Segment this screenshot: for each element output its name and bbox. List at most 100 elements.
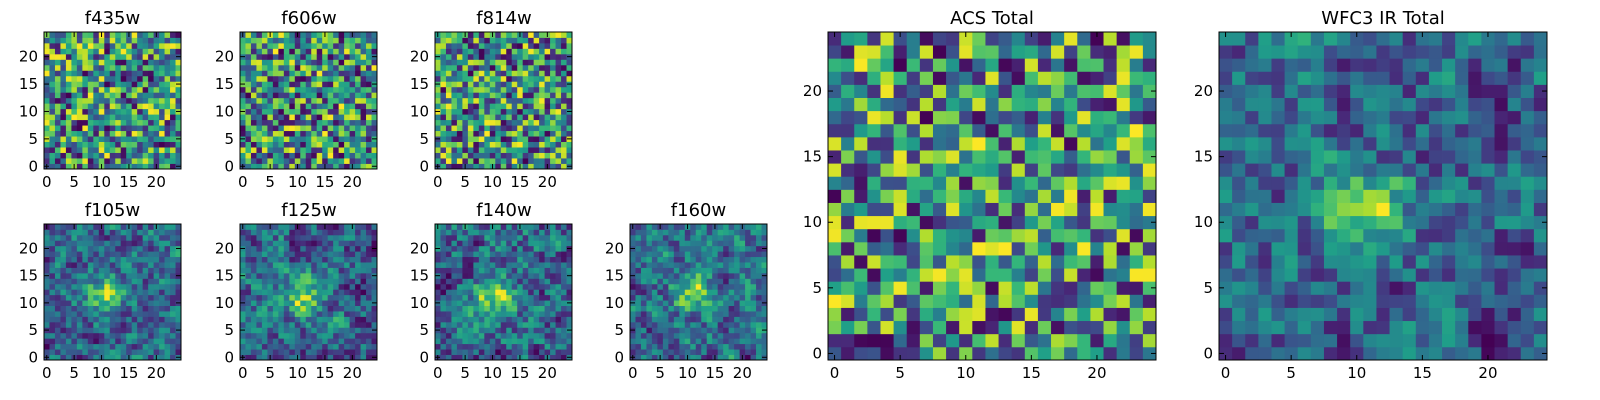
heatmap-cell — [333, 234, 340, 241]
heatmap-cell — [539, 316, 545, 323]
heatmap-cell — [272, 92, 279, 99]
heatmap-cell — [528, 130, 535, 137]
heatmap-cell — [240, 152, 246, 159]
heatmap-cell — [316, 75, 323, 82]
heatmap-cell — [473, 92, 480, 99]
heatmap-cell — [131, 81, 138, 88]
heatmap-cell — [261, 251, 268, 258]
heatmap-cell — [761, 240, 768, 247]
heatmap-cell — [366, 119, 372, 126]
heatmap-cell — [344, 53, 350, 60]
heatmap-cell — [294, 97, 301, 104]
heatmap-cell — [690, 251, 697, 258]
x-tick-label: 10 — [92, 173, 111, 191]
heatmap-cell — [137, 97, 144, 104]
heatmap-cell — [120, 354, 127, 361]
heatmap-cell — [366, 354, 372, 361]
heatmap-cell — [932, 346, 947, 361]
heatmap-cell — [932, 176, 947, 190]
heatmap-cell — [555, 163, 562, 170]
heatmap-cell — [462, 294, 469, 301]
heatmap-cell — [880, 163, 894, 177]
heatmap-cell — [462, 234, 469, 241]
heatmap-cell — [761, 267, 768, 274]
heatmap-cell — [544, 289, 551, 296]
heatmap-cell — [500, 59, 507, 66]
heatmap-cell — [120, 278, 127, 285]
heatmap-cell — [360, 103, 367, 110]
heatmap-cell — [517, 92, 524, 99]
heatmap-cell — [126, 59, 133, 66]
heatmap-cell — [289, 53, 296, 60]
heatmap-cell — [451, 130, 458, 137]
heatmap-cell — [109, 224, 116, 230]
heatmap-cell — [673, 229, 680, 236]
heatmap-cell — [728, 256, 735, 263]
heatmap-cell — [646, 262, 653, 268]
heatmap-cell — [283, 81, 290, 88]
heatmap-cell — [261, 92, 268, 99]
heatmap-cell — [311, 119, 318, 126]
heatmap-cell — [506, 321, 513, 328]
heatmap-cell — [854, 307, 868, 322]
heatmap-cell — [1090, 320, 1104, 335]
heatmap-cell — [544, 70, 551, 77]
heatmap-cell — [245, 48, 252, 55]
heatmap-cell — [745, 256, 751, 263]
heatmap-cell — [338, 152, 345, 159]
heatmap-cell — [723, 349, 730, 355]
heatmap-cell — [522, 114, 529, 121]
heatmap-cell — [338, 163, 345, 170]
heatmap-cell — [517, 311, 524, 317]
heatmap-cell — [985, 241, 999, 256]
heatmap-cell — [662, 278, 669, 285]
y-tick-label: 10 — [19, 294, 38, 312]
heatmap-cell — [98, 311, 105, 317]
heatmap-cell — [440, 229, 447, 236]
heatmap-cell — [371, 97, 378, 104]
heatmap-cell — [65, 321, 72, 328]
heatmap-cell — [371, 119, 378, 126]
heatmap-cell — [175, 305, 182, 312]
heatmap-cell — [723, 294, 730, 301]
heatmap-cell — [561, 256, 567, 263]
heatmap-cell — [539, 224, 545, 230]
heatmap-cell — [706, 343, 713, 350]
heatmap-cell — [272, 136, 279, 142]
heatmap-cell — [71, 294, 78, 301]
heatmap-cell — [76, 86, 83, 93]
heatmap-cell — [137, 92, 144, 99]
heatmap-cell — [506, 114, 513, 121]
heatmap-cell — [646, 272, 653, 279]
heatmap-cell — [316, 81, 323, 88]
heatmap-cell — [256, 332, 263, 339]
heatmap-cell — [322, 256, 329, 263]
heatmap-cell — [750, 272, 757, 279]
heatmap-cell — [495, 152, 502, 159]
heatmap-cell — [728, 311, 735, 317]
heatmap-cell — [170, 48, 176, 55]
heatmap-cell — [250, 70, 257, 77]
heatmap-cell — [175, 283, 182, 290]
heatmap-cell — [1011, 189, 1026, 203]
heatmap-cell — [701, 349, 708, 355]
heatmap-cell — [473, 300, 480, 306]
heatmap-cell — [240, 64, 246, 71]
heatmap-cell — [316, 267, 323, 274]
heatmap-cell — [278, 278, 285, 285]
heatmap-cell — [522, 349, 529, 355]
heatmap-cell — [305, 262, 312, 268]
heatmap-cell — [728, 278, 735, 285]
heatmap-cell — [148, 224, 154, 230]
heatmap-cell — [98, 119, 105, 126]
heatmap-cell — [82, 114, 89, 121]
heatmap-cell — [478, 327, 485, 334]
heatmap-cell — [300, 59, 307, 66]
heatmap-cell — [473, 332, 480, 339]
heatmap-cell — [635, 267, 642, 274]
heatmap-cell — [985, 346, 999, 361]
heatmap-cell — [495, 97, 502, 104]
heatmap-cell — [473, 245, 480, 252]
heatmap-cell — [495, 240, 502, 247]
heatmap-cell — [657, 267, 664, 274]
